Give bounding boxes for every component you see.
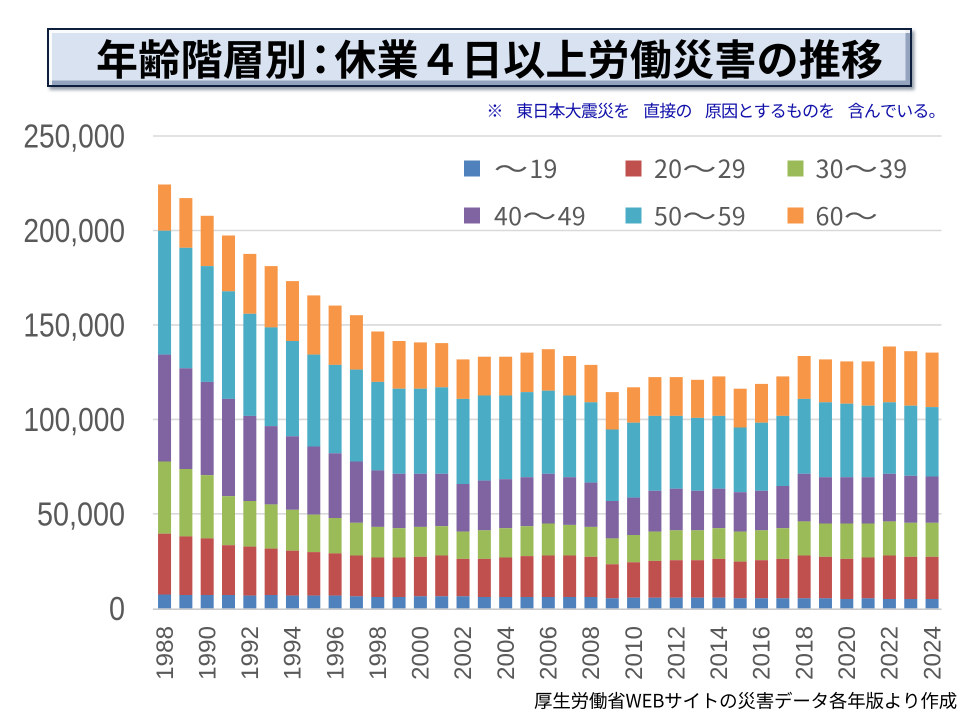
svg-text:2002: 2002 <box>450 626 477 680</box>
svg-text:1998: 1998 <box>365 626 392 680</box>
svg-text:2006: 2006 <box>536 626 563 680</box>
svg-text:250,000: 250,000 <box>23 118 125 155</box>
svg-text:1994: 1994 <box>280 626 307 680</box>
svg-text:2008: 2008 <box>578 626 605 680</box>
svg-text:2014: 2014 <box>706 626 733 680</box>
svg-text:1996: 1996 <box>322 626 349 680</box>
svg-text:2024: 2024 <box>919 626 946 680</box>
svg-text:2000: 2000 <box>408 626 435 680</box>
svg-text:1992: 1992 <box>237 626 264 680</box>
svg-text:2020: 2020 <box>834 626 861 680</box>
svg-text:150,000: 150,000 <box>23 306 125 343</box>
svg-text:2010: 2010 <box>621 626 648 680</box>
svg-text:2004: 2004 <box>493 626 520 680</box>
svg-text:1990: 1990 <box>194 626 221 680</box>
svg-text:1988: 1988 <box>152 626 179 680</box>
svg-text:2012: 2012 <box>663 626 690 680</box>
svg-text:0: 0 <box>109 590 125 627</box>
svg-text:100,000: 100,000 <box>23 401 125 438</box>
svg-text:2022: 2022 <box>877 626 904 680</box>
svg-text:2018: 2018 <box>791 626 818 680</box>
svg-text:2016: 2016 <box>749 626 776 680</box>
svg-text:50,000: 50,000 <box>37 495 125 532</box>
svg-text:200,000: 200,000 <box>23 212 125 249</box>
